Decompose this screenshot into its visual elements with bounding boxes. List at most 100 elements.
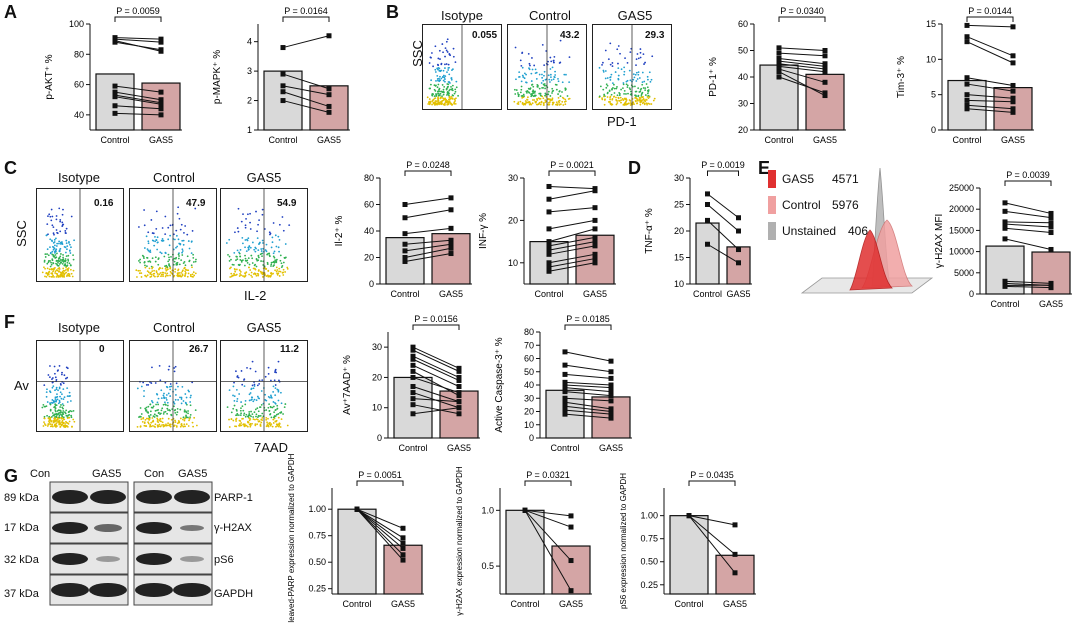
bar-control [96,74,134,130]
pair-line [405,210,451,218]
point-control [281,89,286,94]
p-value: P = 0.0021 [550,160,594,170]
point-control [547,226,552,231]
x-tick-label: Control [342,599,371,609]
significance-bracket [525,481,571,486]
flow-f-title-2: GAS5 [219,320,309,335]
pair-line [283,36,329,48]
y-axis-label: pS6 expression normalized to GAPDH [619,473,628,609]
y-tick-label: 20 [738,125,748,135]
point-control [113,40,118,45]
y-tick-label: 3 [247,66,252,76]
pair-line [967,42,1013,63]
point-gas5 [609,416,614,421]
p-value: P = 0.0051 [358,470,402,480]
point-gas5 [593,226,598,231]
point-control [965,106,970,111]
pair-line [405,198,451,205]
y-tick-label: 10 [674,279,684,289]
y-tick-label: 0 [377,433,382,443]
pair-line [405,228,451,233]
y-tick-label: 30 [524,393,534,403]
point-gas5 [593,205,598,210]
significance-bracket [779,17,825,22]
p-value: P = 0.0185 [566,314,610,324]
significance-bracket [967,17,1013,22]
flow-b-value-0: 0.055 [472,30,497,41]
point-control [547,252,552,257]
y-tick-label: 1.00 [640,511,658,521]
y-axis-label: TNF-α⁺ % [644,208,655,254]
point-control [411,396,416,401]
point-control [705,218,710,223]
point-gas5 [1049,215,1054,220]
p-value: P = 0.0039 [1006,170,1050,180]
point-control [965,92,970,97]
point-gas5 [569,558,574,563]
point-gas5 [1011,89,1016,94]
point-control [281,83,286,88]
x-tick-label: Control [952,135,981,145]
point-gas5 [736,247,741,252]
point-gas5 [457,411,462,416]
point-gas5 [733,522,738,527]
flow-f-value-1: 26.7 [189,344,208,355]
point-gas5 [457,390,462,395]
point-control [687,513,692,518]
y-tick-label: 80 [74,49,84,59]
point-control [113,94,118,99]
flow-f-title-1: Control [129,320,219,335]
pair-line [779,48,825,51]
y-tick-label: 1 [247,125,252,135]
panel-letter-a: A [4,2,17,23]
point-control [403,242,408,247]
flow-f-xlabel: 7AAD [254,440,288,455]
significance-bracket [115,17,161,22]
y-tick-label: 10000 [949,247,974,257]
pair-line [413,356,459,377]
point-control [547,184,552,189]
x-tick-label: GAS5 [149,135,173,145]
point-control [965,39,970,44]
y-tick-label: 10 [926,54,936,64]
significance-bracket [549,171,595,176]
point-control [1003,236,1008,241]
point-gas5 [457,369,462,374]
significance-bracket [357,481,403,486]
point-control [965,82,970,87]
point-gas5 [609,369,614,374]
y-tick-label: 60 [364,200,374,210]
point-gas5 [1049,230,1054,235]
y-axis-label: p-MAPK⁺ % [212,50,223,104]
point-control [411,369,416,374]
pair-line [549,208,595,212]
point-gas5 [593,243,598,248]
point-gas5 [823,90,828,95]
p-value: P = 0.0019 [701,160,745,170]
y-axis-label: γ-H2AX MFI [934,214,945,268]
y-axis-label: PD-1⁺ % [708,57,719,97]
point-gas5 [823,80,828,85]
p-value: P = 0.0340 [780,6,824,16]
pair-line [565,352,611,361]
y-tick-label: 30 [372,342,382,352]
pair-line [115,42,161,50]
point-gas5 [1011,24,1016,29]
point-control [777,69,782,74]
y-tick-label: 1.0 [481,505,494,515]
point-gas5 [457,384,462,389]
x-tick-label: GAS5 [439,289,463,299]
x-tick-label: Control [510,599,539,609]
y-tick-label: 0 [969,289,974,299]
y-tick-label: 60 [524,354,534,364]
flow-dots [37,341,123,431]
